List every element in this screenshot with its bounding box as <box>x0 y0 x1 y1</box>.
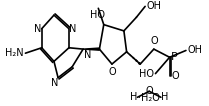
Text: ·H₂O: ·H₂O <box>138 93 160 103</box>
Text: O: O <box>150 36 158 46</box>
Text: O: O <box>109 67 116 77</box>
Text: N: N <box>69 24 76 34</box>
Text: P: P <box>171 52 178 62</box>
Text: HO: HO <box>90 10 105 20</box>
Text: H₂N: H₂N <box>5 48 24 58</box>
Text: HO: HO <box>139 69 154 79</box>
Text: H: H <box>161 92 168 102</box>
Polygon shape <box>83 48 99 50</box>
Text: N: N <box>84 50 92 60</box>
Text: OH: OH <box>146 1 161 11</box>
Text: O: O <box>145 86 153 96</box>
Text: H: H <box>130 92 138 102</box>
Text: N: N <box>34 24 42 34</box>
Text: O: O <box>171 71 179 81</box>
Text: N: N <box>51 78 58 88</box>
Text: OH: OH <box>187 45 202 55</box>
